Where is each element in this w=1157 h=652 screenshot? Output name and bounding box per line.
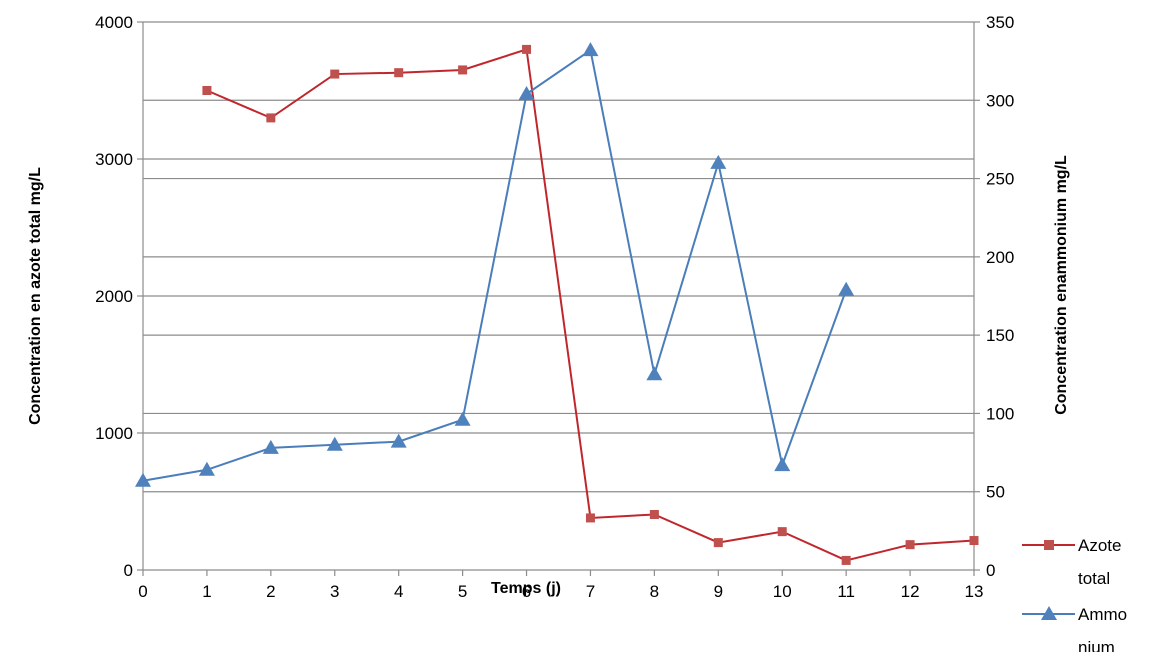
x-tick-label: 12 bbox=[901, 582, 920, 601]
x-tick-labels: 0 1 2 3 4 5 6 7 8 9 10 11 12 13 bbox=[138, 582, 983, 601]
data-point-azote-total bbox=[394, 68, 404, 78]
data-point-ammonium bbox=[135, 472, 151, 487]
y2-tick-label: 350 bbox=[986, 13, 1014, 32]
legend-azote-label-1: Azote bbox=[1078, 536, 1121, 555]
y2-tick-label: 250 bbox=[986, 170, 1014, 189]
y2-tick-labels: 0 50 100 150 200 250 300 350 bbox=[986, 13, 1014, 580]
x-tick-label: 6 bbox=[522, 582, 531, 601]
data-point-ammonium bbox=[774, 457, 791, 472]
x-tick-label: 9 bbox=[714, 582, 723, 601]
data-point-ammonium bbox=[838, 281, 855, 296]
data-point-azote-total bbox=[522, 44, 532, 54]
x-axis-title: Temps (j) bbox=[491, 580, 561, 597]
legend-ammonium-label-2: nium bbox=[1078, 638, 1115, 652]
legend-ammonium-label-1: Ammo bbox=[1078, 605, 1127, 624]
y-axis-title: Concentration en azote total mg/L bbox=[27, 167, 44, 425]
data-point-ammonium bbox=[582, 42, 599, 57]
y2-tick-label: 0 bbox=[986, 561, 995, 580]
data-point-azote-total bbox=[777, 527, 787, 537]
gridlines bbox=[143, 21, 974, 493]
x-tick-label: 7 bbox=[586, 582, 595, 601]
x-tick-label: 5 bbox=[458, 582, 467, 601]
legend-azote-marker bbox=[1044, 540, 1054, 550]
data-point-ammonium bbox=[198, 461, 215, 476]
y2-tick-label: 100 bbox=[986, 404, 1014, 423]
data-point-ammonium bbox=[454, 411, 471, 426]
x-tick-label: 8 bbox=[650, 582, 659, 601]
x-tick-label: 0 bbox=[138, 582, 147, 601]
x-tick-label: 1 bbox=[202, 582, 211, 601]
y-tick-labels: 0 1000 2000 3000 4000 bbox=[95, 13, 133, 580]
data-point-azote-total bbox=[585, 513, 595, 523]
data-point-ammonium bbox=[262, 439, 279, 454]
data-point-ammonium bbox=[390, 433, 407, 448]
data-point-azote-total bbox=[330, 69, 340, 79]
y2-tick-label: 200 bbox=[986, 248, 1014, 267]
data-point-azote-total bbox=[202, 86, 212, 95]
data-point-azote-total bbox=[905, 540, 915, 550]
series-line-ammonium bbox=[142, 48, 848, 482]
data-point-azote-total bbox=[649, 510, 659, 520]
y2-axis-title: Concentration enammonium mg/L bbox=[1053, 155, 1070, 415]
legend: Azote total Ammo nium bbox=[1022, 536, 1127, 652]
y-tick-label: 0 bbox=[124, 561, 133, 580]
data-point-azote-total bbox=[713, 538, 723, 548]
y2-tick-label: 50 bbox=[986, 483, 1005, 502]
x-tick-label: 4 bbox=[394, 582, 403, 601]
legend-azote-label-2: total bbox=[1078, 569, 1110, 588]
data-point-azote-total bbox=[266, 113, 276, 123]
data-point-azote-total bbox=[458, 65, 468, 75]
x-tick-label: 10 bbox=[773, 582, 792, 601]
legend-ammonium-marker bbox=[1041, 606, 1057, 620]
data-point-ammonium bbox=[710, 154, 727, 169]
axes bbox=[137, 21, 980, 576]
y-tick-label: 4000 bbox=[95, 13, 133, 32]
data-point-azote-total bbox=[841, 555, 851, 565]
x-tick-label: 13 bbox=[965, 582, 984, 601]
data-point-ammonium bbox=[646, 366, 663, 381]
x-tick-label: 2 bbox=[266, 582, 275, 601]
data-point-azote-total bbox=[969, 536, 979, 546]
y-tick-label: 1000 bbox=[95, 424, 133, 443]
x-tick-label: 11 bbox=[837, 582, 855, 601]
y-tick-label: 2000 bbox=[95, 287, 133, 306]
y2-tick-label: 300 bbox=[986, 91, 1014, 110]
y2-tick-label: 150 bbox=[986, 326, 1014, 345]
x-tick-label: 3 bbox=[330, 582, 339, 601]
data-point-ammonium bbox=[326, 436, 343, 451]
data-point-ammonium bbox=[518, 86, 535, 101]
series-line-azote-total bbox=[206, 48, 975, 562]
series-layer bbox=[135, 42, 979, 565]
y-tick-label: 3000 bbox=[95, 150, 133, 169]
